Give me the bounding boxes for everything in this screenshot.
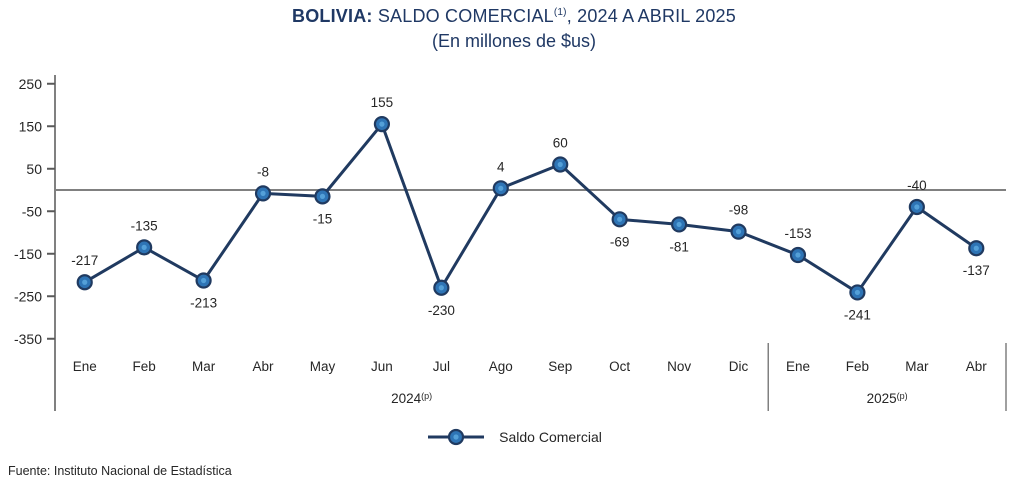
data-point-marker-center [200, 277, 207, 284]
legend-point-center [453, 434, 459, 440]
x-tick-label: Ene [73, 359, 97, 374]
data-point-label: -15 [313, 211, 333, 226]
data-point-label: 60 [553, 136, 568, 151]
y-tick-label: 250 [19, 76, 43, 92]
y-tick-label: -350 [14, 331, 42, 347]
legend-series-icon [428, 428, 485, 446]
data-point-marker-center [676, 221, 682, 228]
data-point-marker-center [854, 289, 861, 296]
series-line [83, 122, 978, 294]
title-block: BOLIVIA: SALDO COMERCIAL(1), 2024 A ABRI… [0, 3, 1028, 53]
data-point-label: -217 [71, 253, 98, 268]
data-point-marker-center [617, 216, 623, 222]
data-point-marker-center [735, 229, 742, 235]
data-point-label: 155 [371, 95, 394, 110]
data-point-marker-center [973, 245, 979, 251]
x-tick-label: Ago [489, 359, 513, 374]
data-point-label: -153 [784, 226, 811, 241]
x-tick-label: Mar [192, 359, 216, 374]
data-point-label: -135 [131, 218, 158, 233]
y-tick-label: 150 [19, 118, 43, 134]
data-point-label: -40 [907, 178, 927, 193]
x-tick-label: Jul [433, 359, 450, 374]
title-prefix: BOLIVIA: [292, 6, 373, 26]
x-tick-label: Sep [548, 359, 572, 374]
x-tick-label: May [310, 359, 336, 374]
source-note: Fuente: Instituto Nacional de Estadístic… [8, 464, 232, 478]
chart-subtitle: (En millones de $us) [431, 31, 597, 51]
y-tick-label: -250 [14, 288, 42, 304]
data-point-marker-center [557, 161, 563, 168]
data-point-marker-center [379, 121, 385, 127]
x-tick-label: Dic [729, 359, 749, 374]
y-tick-label: 50 [26, 161, 42, 177]
data-point-marker-center [319, 193, 326, 199]
title-superscript: (1) [553, 7, 567, 18]
data-point-label: 4 [497, 159, 505, 174]
data-point-marker-center [914, 204, 920, 210]
legend: Saldo Comercial [0, 426, 1028, 448]
year-group-label: 2024(p) [391, 391, 432, 406]
x-tick-label: Mar [905, 359, 929, 374]
data-point-marker-center [795, 252, 801, 258]
chart-title: BOLIVIA: SALDO COMERCIAL(1), 2024 A ABRI… [0, 3, 1028, 29]
x-tick-label: Feb [846, 359, 869, 374]
data-point-label: -137 [963, 263, 990, 278]
x-tick-label: Ene [786, 359, 810, 374]
legend-label: Saldo Comercial [499, 429, 602, 445]
data-point-label: -8 [257, 164, 269, 179]
x-tick-label: Jun [371, 359, 393, 374]
year-group-label: 2025(p) [867, 391, 908, 406]
x-tick-label: Abr [966, 359, 988, 374]
title-main: SALDO COMERCIAL [372, 6, 554, 26]
x-tick-label: Abr [253, 359, 275, 374]
x-tick-label: Feb [133, 359, 156, 374]
data-point-marker-center [498, 185, 504, 191]
data-point-label: -81 [669, 239, 689, 254]
data-point-label: -241 [844, 307, 871, 322]
data-point-marker-center [82, 279, 88, 285]
x-tick-label: Nov [667, 359, 691, 374]
data-point-marker-center [438, 285, 444, 291]
y-tick-label: -150 [14, 246, 42, 262]
data-point-marker-center [260, 190, 266, 196]
data-point-marker-center [141, 244, 147, 250]
data-point-label: -98 [729, 203, 749, 218]
data-point-label: -69 [610, 234, 630, 249]
data-point-label: -213 [190, 296, 217, 311]
data-point-label: -230 [428, 303, 455, 318]
title-suffix: , 2024 A ABRIL 2025 [566, 6, 736, 26]
x-tick-label: Oct [609, 359, 630, 374]
y-tick-label: -50 [22, 203, 42, 219]
